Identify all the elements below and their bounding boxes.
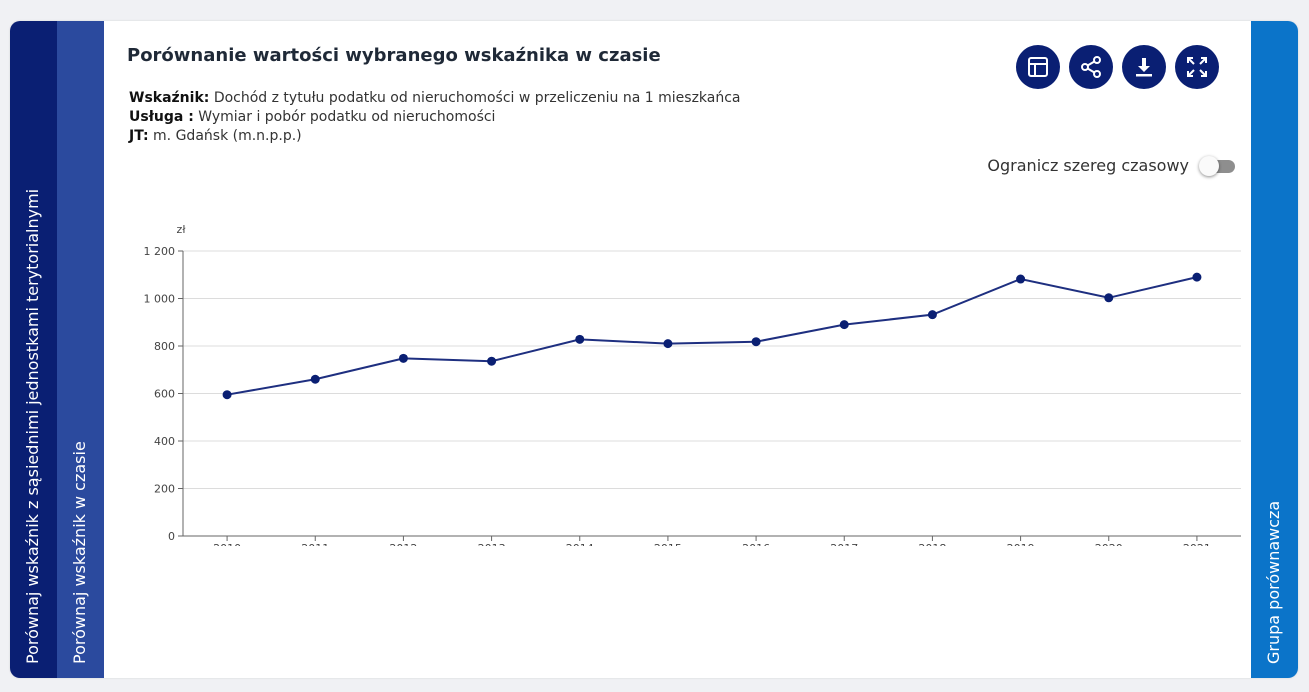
page-title: Porównanie wartości wybranego wskaźnika … bbox=[127, 45, 661, 66]
y-tick-label: 400 bbox=[154, 435, 175, 448]
x-tick-label: 2011 bbox=[301, 542, 329, 546]
widget-frame: Porównaj wskaźnik z sąsiednimi jednostka… bbox=[10, 21, 1298, 678]
x-tick-label: 2017 bbox=[830, 542, 858, 546]
fullscreen-icon bbox=[1187, 57, 1207, 77]
download-button[interactable] bbox=[1122, 45, 1166, 89]
data-point bbox=[222, 390, 232, 400]
share-icon bbox=[1081, 56, 1101, 78]
x-tick-label: 2014 bbox=[566, 542, 594, 546]
meta-indicator-row: Wskaźnik: Dochód z tytułu podatku od nie… bbox=[129, 89, 741, 108]
tab-compare-time-label: Porównaj wskaźnik w czasie bbox=[69, 441, 89, 664]
meta-unit-label: JT: bbox=[129, 128, 149, 144]
x-tick-label: 2010 bbox=[213, 542, 241, 546]
meta-indicator-label: Wskaźnik: bbox=[129, 90, 210, 106]
x-tick-label: 2016 bbox=[742, 542, 770, 546]
y-tick-label: 200 bbox=[154, 483, 175, 496]
data-point bbox=[1016, 274, 1026, 284]
main-panel: Porównanie wartości wybranego wskaźnika … bbox=[104, 21, 1251, 678]
share-button[interactable] bbox=[1069, 45, 1113, 89]
data-point bbox=[1104, 293, 1114, 303]
data-point bbox=[575, 334, 585, 344]
y-tick-label: 1 000 bbox=[144, 293, 176, 306]
meta-service-value: Wymiar i pobór podatku od nieruchomości bbox=[198, 109, 496, 125]
meta-indicator-value: Dochód z tytułu podatku od nieruchomości… bbox=[213, 90, 741, 106]
x-tick-label: 2020 bbox=[1095, 542, 1123, 546]
x-tick-label: 2021 bbox=[1183, 542, 1211, 546]
toolbar bbox=[1016, 45, 1219, 89]
x-tick-label: 2012 bbox=[389, 542, 417, 546]
tab-comparison-group-label: Grupa porównawcza bbox=[1263, 500, 1283, 664]
table-icon bbox=[1028, 57, 1048, 77]
y-tick-label: 600 bbox=[154, 388, 175, 401]
data-point bbox=[310, 374, 320, 384]
y-tick-label: 800 bbox=[154, 340, 175, 353]
tab-compare-time[interactable]: Porównaj wskaźnik w czasie bbox=[57, 21, 104, 678]
x-tick-label: 2013 bbox=[478, 542, 506, 546]
meta-unit-row: JT: m. Gdańsk (m.n.p.p.) bbox=[129, 127, 741, 146]
data-point bbox=[398, 353, 408, 363]
y-tick-label: 0 bbox=[168, 530, 175, 543]
x-tick-label: 2018 bbox=[918, 542, 946, 546]
data-point bbox=[1192, 272, 1202, 282]
tab-comparison-group[interactable]: Grupa porównawcza bbox=[1251, 21, 1298, 678]
x-tick-label: 2019 bbox=[1007, 542, 1035, 546]
tab-compare-neighbors[interactable]: Porównaj wskaźnik z sąsiednimi jednostka… bbox=[10, 21, 57, 678]
series-line bbox=[226, 276, 1198, 396]
x-tick-label: 2015 bbox=[654, 542, 682, 546]
data-point bbox=[839, 320, 849, 330]
time-range-toggle-label: Ogranicz szereg czasowy bbox=[987, 155, 1189, 175]
data-point bbox=[663, 339, 673, 349]
meta-unit-value: m. Gdańsk (m.n.p.p.) bbox=[153, 128, 302, 144]
data-point bbox=[927, 310, 937, 320]
data-point bbox=[487, 356, 497, 366]
meta-service-label: Usługa : bbox=[129, 109, 194, 125]
meta-service-row: Usługa : Wymiar i pobór podatku od nieru… bbox=[129, 108, 741, 127]
fullscreen-button[interactable] bbox=[1175, 45, 1219, 89]
time-range-toggle[interactable] bbox=[1199, 155, 1235, 176]
tab-compare-neighbors-label: Porównaj wskaźnik z sąsiednimi jednostka… bbox=[22, 188, 42, 664]
y-tick-label: 1 200 bbox=[144, 245, 176, 258]
y-axis-unit: zł bbox=[177, 223, 187, 236]
indicator-meta: Wskaźnik: Dochód z tytułu podatku od nie… bbox=[129, 89, 741, 146]
time-range-toggle-row: Ogranicz szereg czasowy bbox=[987, 155, 1235, 176]
data-point bbox=[751, 337, 761, 347]
toggle-knob bbox=[1199, 156, 1219, 176]
table-view-button[interactable] bbox=[1016, 45, 1060, 89]
download-icon bbox=[1136, 58, 1152, 77]
